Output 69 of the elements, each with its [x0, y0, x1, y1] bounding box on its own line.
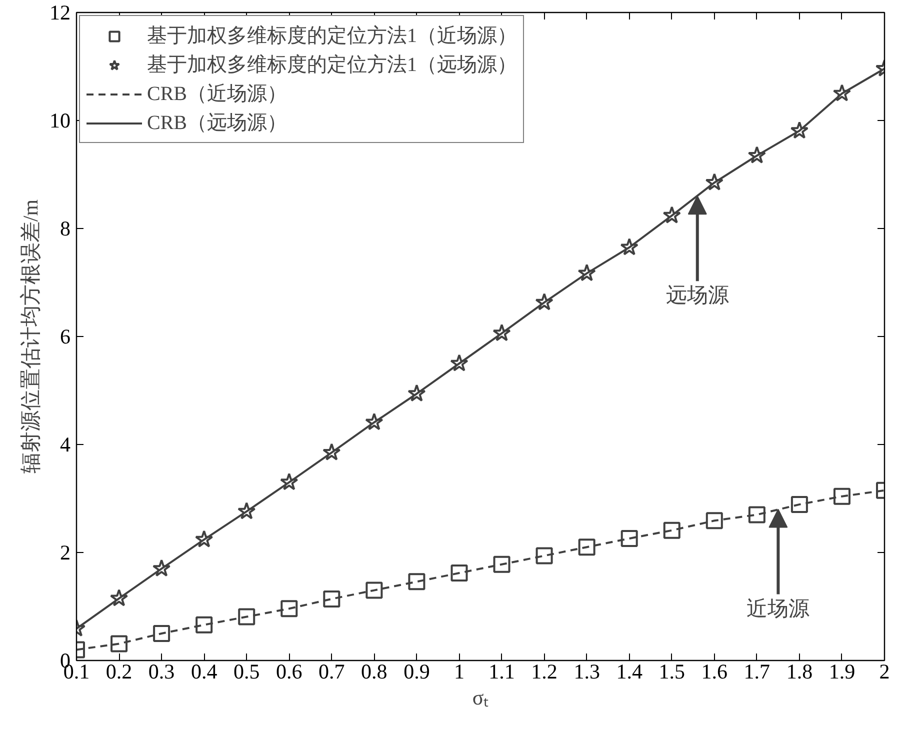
point: [365, 412, 384, 430]
point: [110, 588, 128, 606]
point: [323, 590, 340, 608]
x-tick-label: 0.2: [106, 660, 132, 684]
point: [662, 206, 681, 224]
legend-label: CRB（近场源）: [147, 82, 288, 107]
point: [748, 506, 766, 524]
point: [578, 538, 596, 556]
x-tick-label: 1: [454, 660, 464, 684]
y-tick-label: 12: [50, 0, 70, 24]
x-tick-label: 2: [879, 660, 890, 684]
annotation: 近场源: [746, 596, 810, 620]
point: [790, 496, 808, 513]
y-tick-label: 8: [60, 216, 70, 240]
x-tick-label: 1.8: [786, 660, 813, 684]
legend-label: 基于加权多维标度的定位方法1（近场源）: [147, 24, 517, 49]
point: [705, 173, 724, 190]
point: [536, 547, 553, 564]
point: [408, 573, 426, 590]
x-tick-label: 1.9: [828, 660, 856, 684]
point: [706, 512, 723, 530]
point: [620, 530, 638, 547]
y-tick-label: 10: [50, 108, 70, 132]
point: [322, 443, 341, 460]
x-tick-label: 1.4: [616, 660, 643, 684]
x-tick-label: 0.8: [361, 660, 388, 684]
point: [110, 635, 128, 652]
x-tick-label: 1.6: [701, 660, 728, 684]
point: [790, 121, 809, 139]
point: [663, 522, 680, 539]
annotation: 远场源: [666, 283, 729, 308]
y-tick-label: 6: [60, 324, 70, 348]
x-tick-label: 1.3: [574, 660, 600, 684]
point: [153, 625, 170, 642]
point: [238, 502, 256, 520]
x-tick-label: 0.3: [148, 660, 175, 684]
y-axis-title: 辐射源位置估计均方根误差/m: [18, 199, 42, 474]
x-tick-label: 0.6: [276, 660, 302, 684]
point: [280, 472, 298, 490]
y-tick-label: 4: [60, 432, 71, 456]
x-tick-label: 1.7: [744, 660, 770, 684]
x-tick-label: 0.4: [190, 660, 218, 684]
point: [194, 530, 214, 548]
point: [450, 564, 468, 582]
legend-label: 基于加权多维标度的定位方法1（远场源）: [147, 53, 517, 78]
point: [408, 384, 426, 402]
x-tick-label: 1.1: [488, 660, 515, 684]
point: [492, 324, 511, 342]
x-tick-label: 1.5: [658, 660, 685, 684]
point: [450, 354, 468, 372]
point: [535, 292, 554, 310]
x-tick-label: 0.5: [233, 660, 260, 684]
point: [152, 559, 171, 577]
point: [620, 238, 638, 256]
legend-label: CRB（远场源）: [147, 111, 288, 136]
x-tick-label: 0.7: [318, 660, 345, 684]
point: [493, 556, 510, 573]
point: [238, 608, 256, 626]
point: [196, 616, 213, 634]
x-axis-title: σₜ: [472, 686, 489, 710]
point: [578, 264, 596, 282]
point: [366, 582, 383, 599]
x-tick-label: 1.2: [531, 660, 558, 684]
x-tick-label: 0.9: [404, 660, 430, 684]
y-tick-label: 2: [60, 540, 70, 564]
point: [832, 84, 852, 102]
point: [280, 600, 298, 618]
point: [833, 488, 850, 505]
point: [748, 146, 766, 164]
